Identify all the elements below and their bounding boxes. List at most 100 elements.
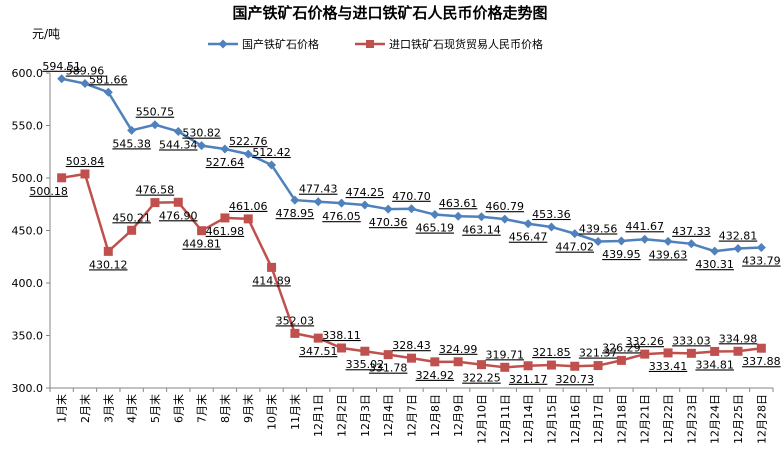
data-point-domestic (383, 204, 393, 214)
data-label: 512.42 (252, 146, 291, 159)
x-tick-label: 6月末 (171, 394, 185, 423)
data-point-import (290, 328, 300, 338)
data-point-import (220, 213, 230, 223)
data-point-import (523, 361, 533, 371)
data-label: 456.47 (509, 231, 548, 244)
data-point-import (546, 360, 556, 370)
data-label: 461.98 (206, 225, 245, 238)
data-point-domestic (150, 120, 160, 130)
data-point-domestic (220, 144, 230, 154)
data-point-domestic (57, 74, 67, 84)
data-label: 334.81 (695, 358, 734, 371)
data-label: 453.36 (532, 208, 571, 221)
data-point-import (80, 169, 90, 179)
data-label: 322.25 (462, 372, 501, 385)
data-label: 335.02 (346, 358, 385, 371)
chart-title: 国产铁矿石价格与进口铁矿石人民币价格走势图 (232, 4, 547, 22)
x-tick-label: 8月末 (218, 394, 232, 423)
data-point-domestic (476, 212, 486, 222)
data-point-domestic (360, 200, 370, 210)
data-point-import (360, 346, 370, 356)
x-tick-label: 5月末 (148, 394, 162, 423)
x-tick-label: 12月17日 (592, 394, 605, 444)
axes: 300.0 350.0 400.0 450.0 500.0 550.0 600.0 1月末 2月… (12, 67, 774, 444)
y-tick-label: 300.0 (12, 382, 44, 395)
data-label: 594.51 (42, 60, 81, 73)
data-label: 319.71 (486, 348, 525, 361)
data-label: 332.26 (625, 335, 664, 348)
data-point-domestic (337, 198, 347, 208)
data-label: 333.41 (649, 360, 688, 373)
data-label: 433.79 (742, 255, 781, 268)
data-point-domestic (243, 149, 253, 159)
data-label: 477.43 (299, 183, 338, 196)
data-label: 589.96 (66, 65, 105, 78)
data-label: 463.14 (462, 224, 501, 237)
x-tick-label: 11月末 (288, 394, 302, 430)
data-point-import (127, 225, 137, 235)
x-tick-label: 7月末 (195, 394, 209, 423)
data-label: 430.12 (89, 258, 128, 271)
legend-marker-import (366, 40, 374, 48)
data-label: 337.88 (742, 355, 781, 368)
data-label: 470.36 (369, 216, 408, 229)
x-tick-label: 12月15日 (545, 394, 558, 444)
x-tick-label: 12月9日 (452, 394, 465, 437)
x-tick-label: 12月4日 (382, 394, 395, 437)
data-point-import (733, 346, 743, 356)
data-label: 465.19 (416, 222, 455, 235)
x-tick-label: 2月末 (78, 394, 92, 423)
data-point-domestic (546, 222, 556, 232)
data-label: 522.76 (229, 135, 268, 148)
data-label: 463.61 (439, 197, 478, 210)
x-tick-label: 12月18日 (615, 394, 628, 444)
data-point-domestic (593, 236, 603, 246)
data-label: 476.90 (159, 209, 198, 222)
data-point-import (640, 349, 650, 359)
x-tick-label: 12月21日 (639, 394, 652, 444)
data-point-domestic (686, 239, 696, 249)
data-point-import (407, 353, 416, 363)
data-point-import (337, 343, 347, 353)
data-label: 430.31 (695, 258, 734, 271)
data-label: 414.89 (252, 274, 291, 287)
data-label: 439.63 (649, 248, 688, 261)
data-label: 347.51 (299, 345, 338, 358)
data-label: 447.02 (556, 241, 595, 254)
data-point-domestic (173, 126, 183, 136)
y-tick-label: 350.0 (12, 330, 44, 343)
legend: 国产铁矿石价格 进口铁矿石现货贸易人民币价格 (208, 37, 543, 51)
x-tick-label: 12月22日 (662, 394, 675, 444)
data-label: 478.95 (276, 207, 315, 220)
data-label: 474.25 (346, 186, 385, 199)
x-tick-label: 10月末 (265, 394, 279, 430)
data-point-import (57, 173, 67, 183)
data-label: 439.56 (579, 222, 618, 235)
x-tick-label: 12月23日 (685, 394, 698, 444)
data-point-import (150, 198, 160, 208)
data-point-domestic (453, 211, 463, 221)
data-point-import (267, 262, 277, 272)
data-point-import (197, 226, 207, 236)
data-label: 527.64 (206, 156, 245, 169)
data-point-import (453, 357, 463, 367)
data-point-import (616, 355, 626, 365)
data-label: 500.18 (29, 185, 68, 198)
y-tick-label: 600.0 (12, 67, 44, 80)
data-point-import (756, 343, 766, 353)
y-tick-label: 450.0 (12, 225, 44, 238)
data-label: 476.05 (322, 210, 361, 223)
data-label: 476.58 (136, 184, 175, 197)
data-label: 461.06 (229, 200, 268, 213)
y-tick-label: 550.0 (12, 120, 44, 133)
data-point-import (570, 361, 580, 371)
data-point-import (686, 348, 696, 358)
data-point-domestic (127, 125, 137, 135)
data-label: 334.98 (719, 332, 758, 345)
legend-marker-domestic (218, 39, 228, 49)
data-label: 352.03 (276, 314, 315, 327)
data-point-domestic (570, 229, 580, 239)
data-point-domestic (407, 204, 416, 214)
x-tick-label: 12月1日 (312, 394, 325, 437)
